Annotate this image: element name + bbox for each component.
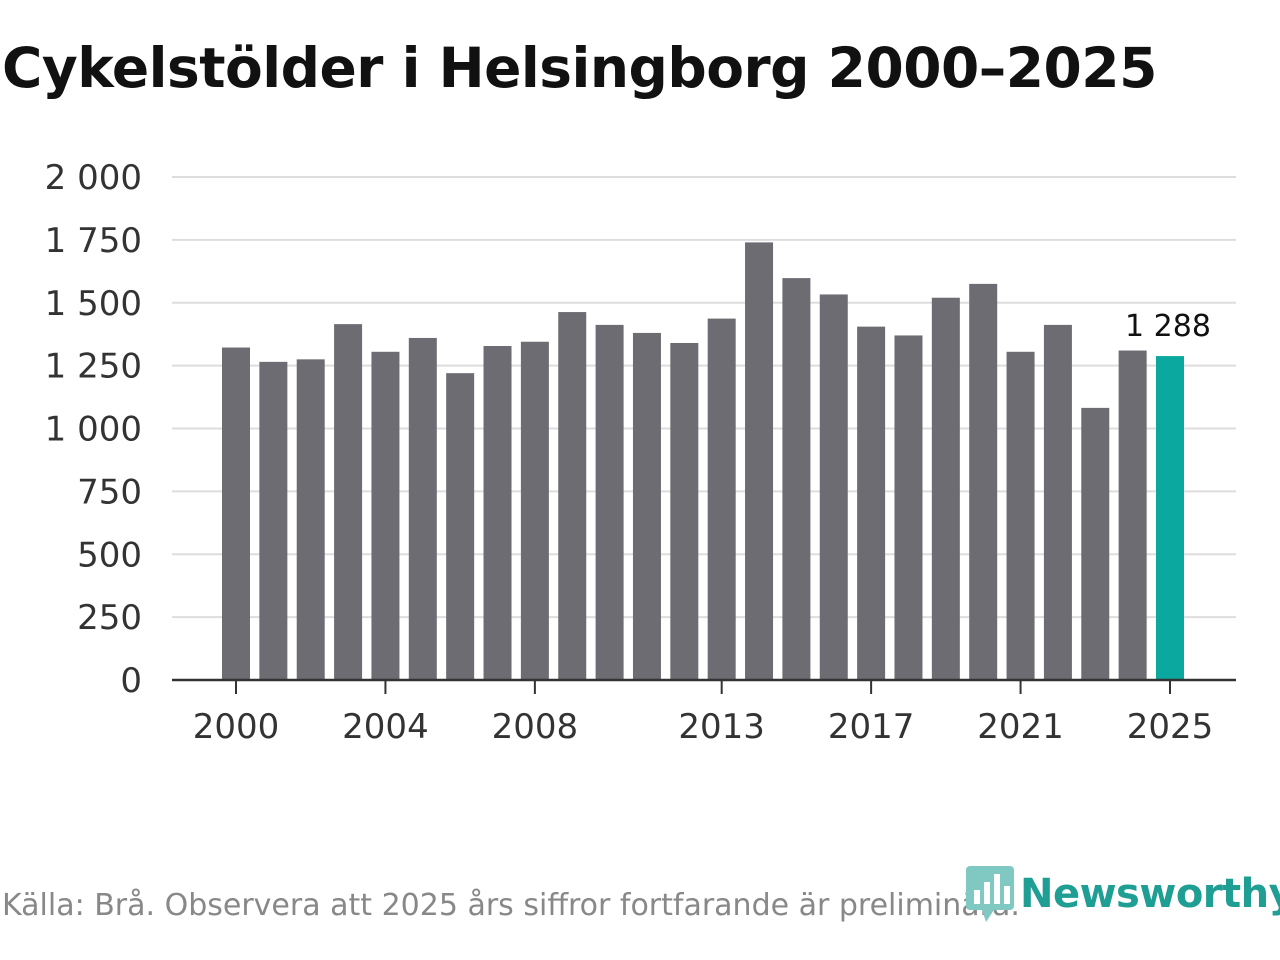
bar-2015 [782, 278, 811, 680]
bar-2019 [931, 297, 960, 680]
bar-2018 [894, 335, 923, 680]
data-label-2025: 1 288 [1125, 309, 1211, 344]
bar-2023 [1081, 407, 1110, 680]
y-tick-label: 500 [77, 535, 142, 575]
brand-name: Newsworthy [1020, 871, 1280, 917]
bar-chart: 0 250 500 750 1 000 1 250 1 500 1 750 2 000 2000… [45, 158, 1236, 747]
x-tick-label: 2013 [678, 707, 765, 747]
bar-2002 [296, 359, 325, 680]
x-tick-label: 2004 [342, 707, 429, 747]
bar-2017 [857, 326, 886, 680]
bar-2009 [558, 312, 587, 680]
source-note: Källa: Brå. Observera att 2025 års siffr… [2, 888, 1020, 923]
y-tick-label: 1 750 [45, 221, 142, 261]
y-tick-label: 1 250 [45, 347, 142, 387]
bar-2005 [408, 337, 437, 680]
y-tick-label: 2 000 [45, 158, 142, 198]
bar-2006 [446, 373, 475, 680]
y-tick-label: 750 [77, 472, 142, 512]
x-tick-label: 2008 [492, 707, 579, 747]
bar-2000 [222, 347, 250, 680]
bar-2020 [969, 283, 998, 680]
y-tick-label: 1 500 [45, 284, 142, 324]
y-axis-ticks: 0 250 500 750 1 000 1 250 1 500 1 750 2 000 [45, 158, 142, 701]
bar-2011 [632, 332, 661, 680]
bar-2008 [520, 341, 549, 680]
x-tick-label: 2000 [193, 707, 280, 747]
bar-2010 [595, 324, 624, 680]
gridlines [172, 176, 1236, 619]
y-tick-label: 0 [120, 661, 142, 701]
bar-2003 [334, 324, 363, 680]
x-tick-label: 2025 [1127, 707, 1214, 747]
x-axis: 2000 2004 2008 2013 2017 2021 2025 [172, 678, 1236, 747]
bar-2021 [1006, 351, 1035, 680]
chart-title: Cykelstölder i Helsingborg 2000–2025 [2, 36, 1157, 100]
bar-2013 [707, 318, 736, 680]
bar-2014 [745, 242, 774, 680]
bar-2004 [371, 351, 400, 680]
y-tick-label: 250 [77, 598, 142, 638]
bar-2012 [670, 342, 699, 680]
bar-2016 [819, 294, 848, 680]
bar-2007 [483, 346, 512, 680]
data-labels: 1 288 [1125, 309, 1211, 344]
x-tick-label: 2021 [977, 707, 1064, 747]
bar-2025 [1156, 356, 1184, 680]
bar-2022 [1043, 324, 1072, 680]
y-tick-label: 1 000 [45, 410, 142, 450]
bar-2001 [259, 361, 288, 680]
bars [222, 242, 1184, 680]
x-tick-label: 2017 [828, 707, 915, 747]
bar-2024 [1118, 350, 1147, 680]
newsworthy-logo-icon [966, 866, 1014, 922]
brand-logo: Newsworthy [966, 864, 1280, 924]
